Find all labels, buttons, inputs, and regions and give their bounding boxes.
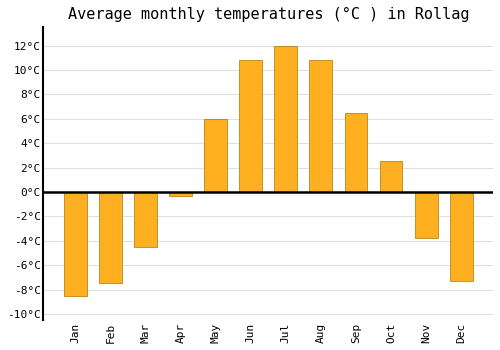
Bar [344,113,368,192]
Bar [134,192,157,247]
Bar [414,192,438,238]
Bar [274,46,297,192]
Bar [310,60,332,192]
Title: Average monthly temperatures (°C ) in Rollag: Average monthly temperatures (°C ) in Ro… [68,7,469,22]
Bar [380,161,402,192]
Bar [240,60,262,192]
Bar [169,192,192,196]
Bar [64,192,86,296]
Bar [204,119,227,192]
Bar [99,192,122,284]
Bar [450,192,472,281]
